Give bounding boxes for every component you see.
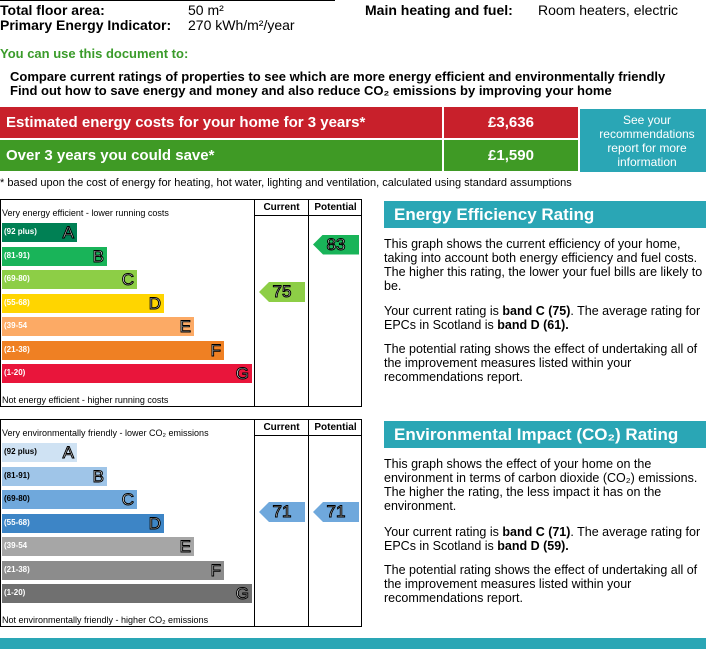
- ei-potential-arrow: 71: [313, 502, 359, 522]
- ei-band-f: (21-38) F: [2, 560, 224, 580]
- eer-band-a: (92 plus) A: [2, 223, 77, 243]
- ei-band-d: (55-68) D: [2, 513, 164, 533]
- savings-label: Over 3 years you could save*: [0, 140, 442, 171]
- ei-current-header: Current: [263, 422, 300, 433]
- savings-value: £1,590: [444, 140, 578, 171]
- pei-value: 270 kWh/m²/year: [188, 17, 295, 33]
- eer-band-range: (69-80): [4, 274, 30, 283]
- ei-potential-header: Potential: [314, 422, 357, 433]
- ei-graph: Current Potential Very environmentally f…: [0, 419, 362, 627]
- eer-band-letter: B: [92, 246, 104, 266]
- ei-panel-p1: This graph shows the effect of your home…: [384, 457, 698, 513]
- eer-current-arrow: 75: [259, 282, 305, 302]
- ei-band-range: (55-68): [4, 517, 30, 527]
- heating-value: Room heaters, electric: [538, 2, 679, 18]
- eer-bottom-note: Not energy efficient - higher running co…: [2, 395, 169, 405]
- ei-band-letter: A: [62, 443, 74, 463]
- ei-current-arrow: 71: [259, 502, 305, 522]
- eer-band-f: (21-38) F: [2, 340, 224, 360]
- eer-band-letter: A: [62, 223, 74, 243]
- costs-footnote: * based upon the cost of energy for heat…: [0, 177, 572, 189]
- savings-row: Over 3 years you could save* £1,590: [0, 140, 578, 171]
- eer-panel-p1: This graph shows the current efficiency …: [384, 237, 703, 293]
- ei-band-letter: B: [92, 466, 104, 486]
- see-recommendations-link[interactable]: See your recommendations report for more…: [580, 109, 706, 172]
- ei-panel-p2: Your current rating is band C (71). The …: [384, 525, 701, 553]
- intro-bullet-1: Compare current ratings of properties to…: [10, 69, 666, 84]
- eer-band-letter: C: [121, 270, 134, 290]
- eer-band-letter: D: [148, 293, 161, 313]
- ei-band-range: (1-20): [4, 588, 26, 597]
- eer-graph: Current Potential Very energy efficient …: [0, 199, 362, 407]
- eer-top-note: Very energy efficient - lower running co…: [2, 208, 169, 218]
- eer-panel-p2: Your current rating is band C (75). The …: [384, 304, 701, 332]
- eer-band-g: (1-20) G: [2, 364, 252, 384]
- ei-band-a: (92 plus) A: [2, 443, 77, 463]
- see-recommendations-text: See your recommendations report for more…: [599, 112, 695, 169]
- eer-panel-title: Energy Efficiency Rating: [384, 201, 706, 228]
- ei-band-range: (92 plus): [4, 447, 37, 456]
- eer-panel-p3: The potential rating shows the effect of…: [384, 342, 698, 384]
- ei-band-e: (39-54 E: [2, 537, 194, 557]
- bottom-section-bar: [0, 638, 706, 649]
- eer-band-b: (81-91) B: [2, 246, 107, 266]
- ei-band-b: (81-91) B: [2, 466, 107, 486]
- ei-panel-title: Environmental Impact (CO₂) Rating: [384, 421, 706, 448]
- eer-band-range: (81-91): [4, 250, 30, 260]
- eer-band-letter: G: [235, 364, 249, 384]
- eer-band-c: (69-80) C: [2, 270, 137, 290]
- ei-band-letter: D: [148, 513, 161, 533]
- estimated-costs-row: Estimated energy costs for your home for…: [0, 107, 578, 138]
- floor-area-label: Total floor area:: [0, 2, 105, 18]
- ei-band-range: (39-54: [4, 541, 28, 550]
- estimated-costs-label: Estimated energy costs for your home for…: [0, 107, 442, 138]
- eer-potential-header: Potential: [314, 202, 357, 213]
- eer-current-header: Current: [263, 202, 300, 213]
- ei-band-g: (1-20) G: [2, 584, 252, 604]
- floor-area-value: 50 m²: [188, 2, 224, 18]
- ei-band-letter: C: [121, 490, 134, 510]
- eer-band-letter: E: [179, 317, 191, 337]
- ei-band-range: (69-80): [4, 494, 30, 503]
- eer-band-range: (55-68): [4, 297, 30, 307]
- estimated-costs-value: £3,636: [444, 107, 578, 138]
- eer-band-range: (39-54: [4, 321, 28, 330]
- ei-band-letter: E: [179, 537, 191, 557]
- intro-bullet-2: Find out how to save energy and money an…: [10, 83, 612, 98]
- ei-bottom-note: Not environmentally friendly - higher CO…: [2, 615, 209, 625]
- eer-potential-arrow: 83: [313, 234, 359, 255]
- eer-band-e: (39-54 E: [2, 317, 194, 337]
- pei-label: Primary Energy Indicator:: [0, 17, 172, 33]
- eer-band-range: (92 plus): [4, 227, 37, 236]
- ei-top-note: Very environmentally friendly - lower CO…: [2, 428, 209, 438]
- ei-band-letter: F: [210, 560, 221, 580]
- ei-panel-p3: The potential rating shows the effect of…: [384, 563, 698, 605]
- ei-band-letter: G: [235, 584, 249, 604]
- intro-title: You can use this document to:: [0, 46, 189, 61]
- ei-band-c: (69-80) C: [2, 490, 137, 510]
- eer-band-range: (21-38): [4, 344, 30, 354]
- header-rule: [0, 0, 335, 1]
- heating-label: Main heating and fuel:: [365, 2, 513, 18]
- eer-band-letter: F: [210, 340, 221, 360]
- eer-band-d: (55-68) D: [2, 293, 164, 313]
- eer-band-range: (1-20): [4, 368, 26, 377]
- ei-band-range: (21-38): [4, 564, 30, 574]
- ei-band-range: (81-91): [4, 470, 30, 480]
